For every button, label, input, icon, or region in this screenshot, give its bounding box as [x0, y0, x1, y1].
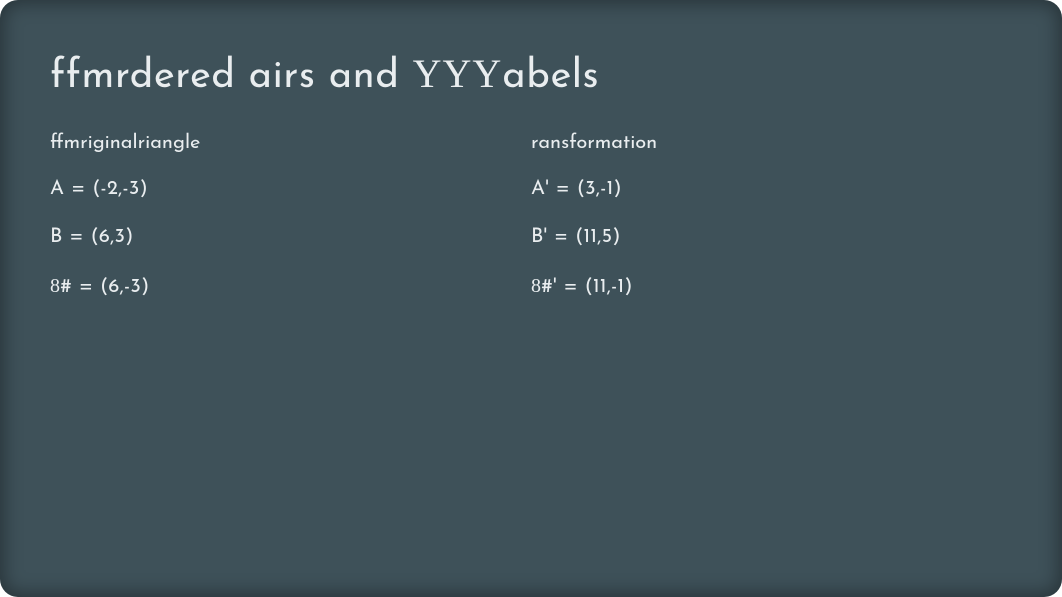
slide-title: ffmrdered airs and YYYabels [50, 52, 1012, 99]
right-column-header: ransformation [531, 133, 1012, 153]
right-row-1: B' = (11,5) [531, 227, 1012, 247]
left-row-1: B = (6,3) [50, 227, 531, 247]
left-column: ffmriginalriangle A = (-2,-3) B = (6,3) … [50, 133, 531, 326]
right-row-2-rest: #' = (11,-1) [541, 277, 632, 297]
right-row-2-prefix: 8 [531, 275, 541, 297]
slide-card: ffmrdered airs and YYYabels ffmriginalri… [0, 0, 1062, 597]
title-part-1: ffmrdered airs and [50, 57, 413, 97]
left-row-2-rest: # = (6,-3) [60, 277, 149, 297]
left-row-2-prefix: 8 [50, 275, 60, 297]
right-column: ransformation A' = (3,-1) B' = (11,5) 8#… [531, 133, 1012, 326]
title-part-3: abels [502, 57, 599, 97]
right-row-2: 8#' = (11,-1) [531, 275, 1012, 298]
left-column-header: ffmriginalriangle [50, 133, 531, 153]
right-row-0: A' = (3,-1) [531, 179, 1012, 199]
content-columns: ffmriginalriangle A = (-2,-3) B = (6,3) … [50, 133, 1012, 326]
left-row-2: 8# = (6,-3) [50, 275, 531, 298]
left-row-0: A = (-2,-3) [50, 179, 531, 199]
title-part-caps: YYY [413, 51, 503, 96]
